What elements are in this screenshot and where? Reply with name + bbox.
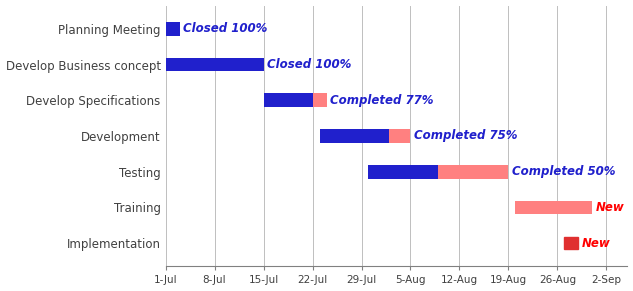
Text: Completed 50%: Completed 50% [512, 165, 615, 178]
Bar [439, 165, 508, 178]
Text: Closed 100%: Closed 100% [183, 22, 267, 35]
Bar [263, 93, 313, 107]
Bar [320, 129, 389, 143]
Bar [389, 129, 410, 143]
Text: Completed 75%: Completed 75% [414, 129, 518, 143]
Bar [166, 58, 263, 71]
Text: Completed 77%: Completed 77% [330, 94, 434, 107]
Text: New: New [596, 201, 625, 214]
Bar [515, 201, 592, 214]
Text: Closed 100%: Closed 100% [267, 58, 351, 71]
Bar [565, 237, 579, 249]
Bar [368, 165, 439, 178]
Bar [313, 93, 327, 107]
Bar [166, 22, 180, 36]
Text: New: New [582, 237, 611, 250]
